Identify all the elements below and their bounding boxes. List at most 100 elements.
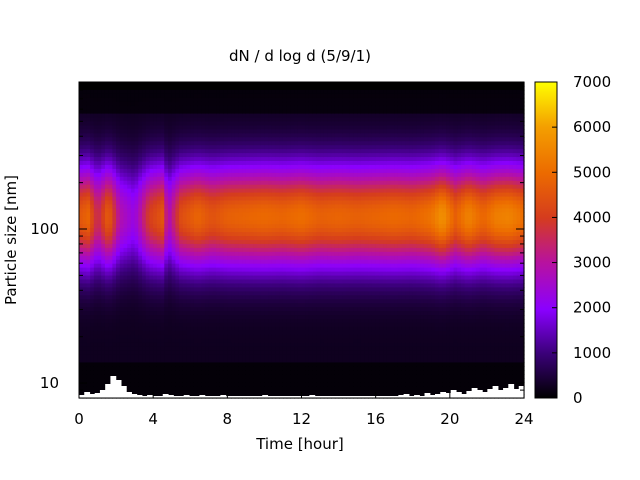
heat-cell [190, 176, 195, 182]
heat-cell [127, 330, 132, 336]
heat-cell [179, 283, 184, 288]
heat-cell [112, 196, 117, 202]
heat-cell [212, 180, 217, 186]
heat-cell [249, 303, 254, 308]
heat-cell [260, 168, 266, 174]
heat-cell [93, 180, 99, 186]
heat-cell [160, 386, 165, 391]
heat-cell [82, 149, 88, 154]
heat-cell [275, 196, 280, 202]
heat-cell [112, 212, 117, 217]
heat-cell [212, 346, 217, 352]
heat-cell [231, 188, 236, 194]
heat-cell [193, 251, 199, 257]
heat-cell [112, 172, 117, 178]
heat-cell [108, 172, 113, 178]
heat-cell [294, 295, 299, 300]
heat-cell [249, 378, 254, 383]
heat-cell [112, 370, 117, 375]
heat-cell [223, 141, 228, 146]
heat-cell [97, 386, 102, 391]
heat-cell [138, 330, 143, 336]
heat-cell [234, 243, 240, 249]
heat-cell [219, 117, 225, 123]
heat-cell [130, 220, 136, 225]
heat-cell [231, 121, 236, 127]
heat-cell [171, 93, 177, 99]
heat-cell [297, 382, 303, 387]
heat-cell [156, 236, 162, 241]
heat-cell [201, 176, 206, 182]
heat-cell [216, 220, 221, 225]
heat-cell [119, 295, 125, 300]
heat-cell [182, 117, 188, 123]
heat-cell [179, 322, 184, 328]
heat-cell [268, 370, 273, 375]
heat-cell [216, 374, 221, 379]
heat-cell [257, 157, 262, 162]
heat-cell [134, 271, 139, 277]
heat-cell [86, 374, 91, 379]
heat-cell [193, 117, 199, 123]
heat-cell [268, 303, 273, 308]
heat-cell [86, 271, 91, 277]
heat-cell [193, 149, 199, 154]
heat-cell [227, 338, 232, 344]
heat-cell [219, 172, 225, 178]
heat-cell [101, 105, 106, 111]
heat-cell [208, 145, 214, 150]
heat-cell [227, 307, 232, 312]
heat-cell [90, 275, 95, 281]
heat-cell [168, 243, 173, 249]
heat-cell [179, 319, 184, 324]
heat-cell [308, 89, 314, 95]
heat-cell [197, 267, 202, 273]
heat-cell [145, 208, 151, 213]
heat-cell [160, 374, 165, 379]
heat-cell [257, 259, 262, 265]
heat-cell [160, 224, 165, 229]
heat-cell [219, 192, 225, 198]
heat-cell [271, 362, 277, 367]
heat-cell [119, 141, 125, 146]
heat-cell [308, 105, 314, 111]
heat-cell [79, 129, 84, 134]
heat-cell [175, 192, 180, 198]
heat-cell [279, 346, 284, 352]
heat-cell [234, 89, 240, 95]
heat-cell [219, 113, 225, 119]
heat-cell [153, 168, 158, 174]
heat-cell [160, 157, 165, 162]
heat-cell [171, 263, 177, 269]
heat-cell [294, 212, 299, 217]
heat-cell [82, 334, 88, 340]
heat-cell [282, 121, 288, 127]
heat-cell [119, 200, 125, 206]
heat-cell [171, 267, 177, 273]
heat-cell [245, 307, 251, 312]
heat-cell [82, 157, 88, 162]
heat-cell [164, 224, 169, 229]
heat-cell [160, 370, 165, 375]
heat-cell [104, 251, 110, 257]
heat-cell [123, 303, 128, 308]
heat-cell [90, 161, 95, 166]
heat-cell [301, 153, 306, 158]
heat-cell [294, 240, 299, 245]
heat-cell [301, 342, 306, 348]
heat-cell [201, 322, 206, 328]
heat-cell [227, 168, 232, 174]
heat-cell [134, 82, 139, 87]
heat-cell [297, 184, 303, 190]
heat-cell [193, 382, 199, 387]
heat-cell [130, 287, 136, 292]
heat-cell [301, 346, 306, 352]
heat-cell [257, 370, 262, 375]
heat-cell [156, 216, 162, 221]
heat-cell [127, 232, 132, 237]
heat-cell [205, 374, 210, 379]
heat-cell [245, 200, 251, 206]
heat-cell [234, 125, 240, 130]
heat-cell [286, 228, 291, 233]
heat-cell [104, 149, 110, 154]
